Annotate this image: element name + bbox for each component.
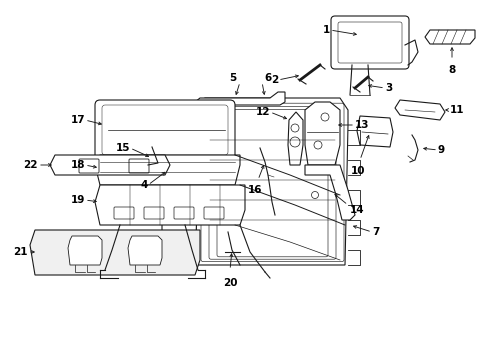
Text: 18: 18 <box>70 160 85 170</box>
Text: 8: 8 <box>447 65 455 75</box>
Text: 15: 15 <box>115 143 130 153</box>
FancyBboxPatch shape <box>143 207 163 219</box>
Polygon shape <box>50 155 170 175</box>
Text: 21: 21 <box>14 247 28 257</box>
FancyBboxPatch shape <box>95 100 235 160</box>
Polygon shape <box>356 116 392 147</box>
Circle shape <box>289 137 299 147</box>
Text: 12: 12 <box>255 107 269 117</box>
Polygon shape <box>95 155 240 185</box>
Text: 22: 22 <box>23 160 38 170</box>
Text: 13: 13 <box>354 120 369 130</box>
Text: 5: 5 <box>228 73 236 83</box>
Text: 11: 11 <box>449 105 464 115</box>
Text: 6: 6 <box>264 73 271 83</box>
FancyBboxPatch shape <box>174 207 194 219</box>
FancyBboxPatch shape <box>129 159 149 173</box>
FancyBboxPatch shape <box>114 207 134 219</box>
Polygon shape <box>305 165 354 220</box>
Polygon shape <box>424 30 474 44</box>
Text: 20: 20 <box>223 278 237 288</box>
FancyBboxPatch shape <box>203 207 224 219</box>
Text: 10: 10 <box>350 166 365 176</box>
Text: 1: 1 <box>322 25 329 35</box>
Circle shape <box>311 192 318 198</box>
Text: 17: 17 <box>70 115 85 125</box>
Polygon shape <box>394 100 444 120</box>
Circle shape <box>290 124 298 132</box>
Circle shape <box>320 113 328 121</box>
Text: 9: 9 <box>437 145 444 155</box>
Polygon shape <box>95 185 244 225</box>
Polygon shape <box>128 236 162 265</box>
Text: 2: 2 <box>270 75 278 85</box>
Text: 19: 19 <box>70 195 85 205</box>
Circle shape <box>313 141 321 149</box>
FancyBboxPatch shape <box>79 159 99 173</box>
Polygon shape <box>195 98 347 265</box>
Text: 3: 3 <box>384 83 391 93</box>
Polygon shape <box>195 92 285 105</box>
Text: 14: 14 <box>349 205 364 215</box>
Text: 7: 7 <box>371 227 379 237</box>
Polygon shape <box>68 236 102 265</box>
Text: 4: 4 <box>141 180 148 190</box>
Polygon shape <box>162 105 200 265</box>
FancyBboxPatch shape <box>330 16 408 69</box>
Polygon shape <box>30 230 200 275</box>
Text: 16: 16 <box>247 185 262 195</box>
Polygon shape <box>305 102 339 165</box>
Polygon shape <box>287 112 303 165</box>
